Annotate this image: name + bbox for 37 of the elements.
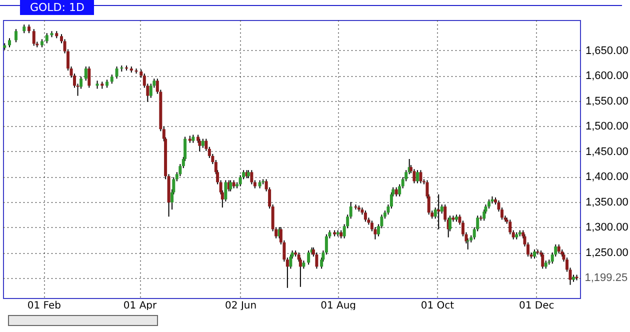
y-tick-label: 1,650.00 (586, 44, 628, 57)
y-tick-label: 1,300.00 (586, 222, 628, 234)
candlestick (419, 170, 422, 184)
candlestick (412, 168, 416, 184)
y-tick-label: 1,550.00 (586, 95, 628, 108)
candlestick (250, 170, 254, 185)
candlestick (487, 198, 490, 210)
annotation: 1,199.25 (584, 272, 628, 284)
x-tick-label: 01 Feb (27, 300, 61, 312)
candlestick (14, 28, 18, 43)
candlestick (437, 194, 440, 230)
candlestick (32, 28, 36, 46)
candlestick (364, 210, 367, 222)
candlestick (45, 32, 48, 44)
candlestick (416, 170, 419, 184)
x-tick-label: 01 Dec (518, 300, 554, 312)
candlestick (541, 252, 544, 270)
candlestick (88, 66, 91, 88)
candlestick (229, 180, 232, 192)
y-tick-label: 1,350.00 (586, 196, 628, 208)
chart-title: GOLD: 1D (20, 0, 94, 15)
x-tick-label: 01 Oct (420, 300, 454, 312)
candlestick (307, 250, 310, 266)
y-tick-label: 1,250.00 (586, 247, 628, 260)
candlestick (532, 248, 536, 260)
candlestick (115, 66, 118, 80)
y-tick-label: 1,500.00 (586, 120, 628, 133)
candlestick (557, 244, 560, 254)
y-tick-label: 1,450.00 (586, 146, 628, 158)
candlestick (110, 74, 114, 84)
candlestick (394, 186, 398, 197)
candlestick (8, 38, 11, 48)
candlestick (201, 138, 204, 148)
y-tick-label: 1,600.00 (586, 70, 628, 82)
y-tick-label: 1,400.00 (586, 171, 628, 184)
candlestick (84, 66, 88, 82)
candlestick (198, 138, 202, 152)
